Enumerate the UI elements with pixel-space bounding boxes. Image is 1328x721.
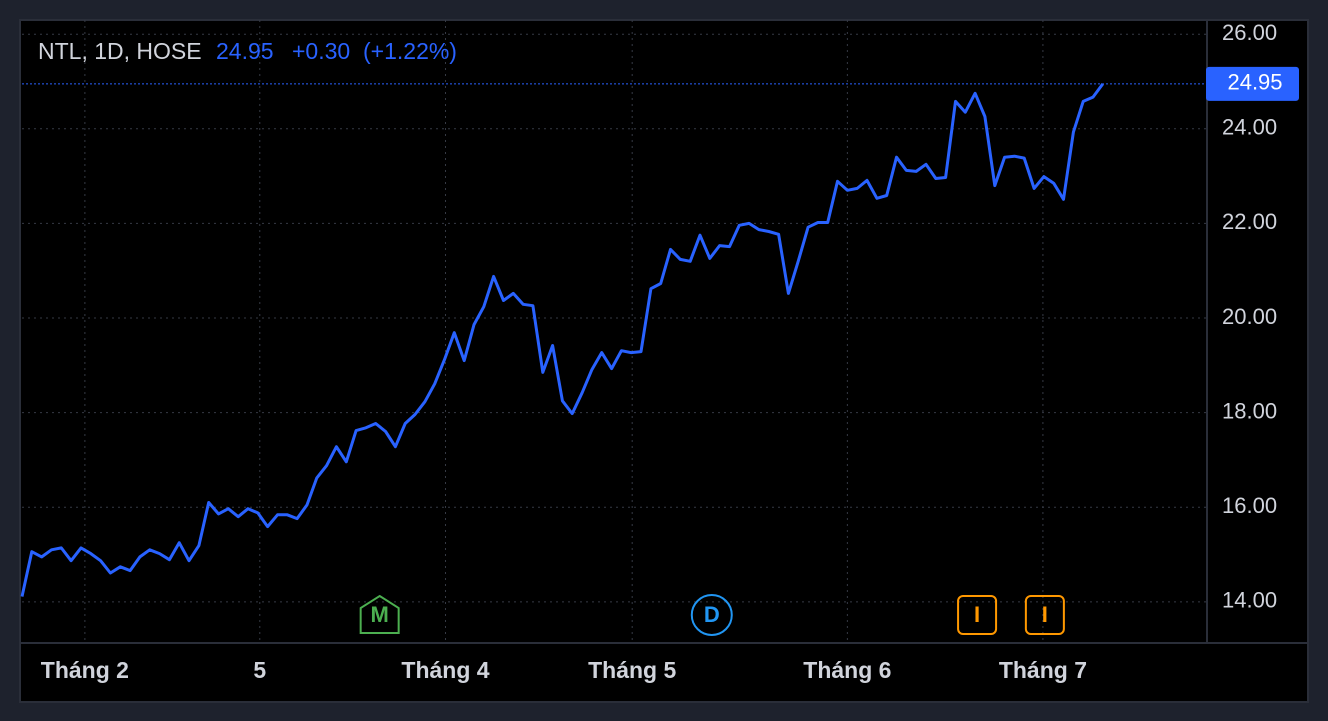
y-tick-label: 20.00 [1222,304,1277,329]
x-tick-label: Tháng 4 [401,657,489,683]
x-tick-label: Tháng 5 [588,657,676,683]
y-tick-label: 26.00 [1222,20,1277,45]
event-marker: I [1024,595,1065,635]
grid [22,20,1207,643]
y-tick-label: 18.00 [1222,398,1277,423]
event-label: I [1042,602,1048,627]
last-price-badge-label: 24.95 [1227,70,1282,95]
event-label: D [704,602,720,627]
last-price: 24.95 [216,38,274,64]
price-line [20,83,1105,597]
x-tick-label: Tháng 6 [803,657,891,683]
y-tick-label: 24.00 [1222,115,1277,140]
price-change: +0.30 [292,38,350,64]
event-label: M [370,602,388,627]
panel [19,19,1309,703]
x-tick-label: Tháng 2 [41,657,129,683]
y-tick-label: 16.00 [1222,493,1277,518]
event-icon [690,594,733,636]
event-marker: D [690,594,733,636]
event-icon [1024,595,1065,635]
y-tick-label: 22.00 [1222,209,1277,234]
event-marker: M [359,594,400,634]
x-tick-label: Tháng 7 [999,657,1087,683]
chart-title: NTL, 1D, HOSE [38,38,202,64]
last-price-badge [1206,66,1299,101]
event-icon [957,595,998,635]
x-tick-label: 5 [253,657,266,683]
y-tick-label: 14.00 [1222,588,1277,613]
price-change-percent: (+1.22%) [363,38,457,64]
event-label: I [974,602,980,627]
event-icon [359,594,400,634]
event-marker: I [957,595,998,635]
